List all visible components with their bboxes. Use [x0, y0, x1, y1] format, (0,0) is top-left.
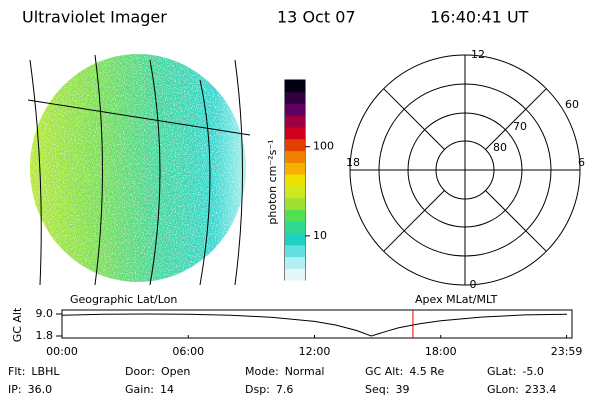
status-item: GLat: -5.0 [487, 365, 544, 378]
status-label: Dsp: [245, 383, 270, 396]
colorbar-step [285, 91, 305, 105]
status-value: 4.5 Re [409, 365, 444, 378]
status-value: -5.0 [522, 365, 543, 378]
colorbar-step [285, 256, 305, 269]
status-label: Flt: [8, 365, 25, 378]
instrument: Ultraviolet Imager [22, 8, 167, 27]
status-item: Door: Open [125, 365, 190, 378]
status: Flt: LBHL Door: Open Mode: Normal GC Alt: 4.5 R… [8, 365, 556, 396]
y-axis-label: GC Alt [11, 307, 24, 342]
status-value: Normal [285, 365, 325, 378]
x-tick-label: 23:59 [551, 345, 583, 358]
status-label: Seq: [365, 383, 389, 396]
status-value: 39 [395, 383, 409, 396]
status-item: Gain: 14 [125, 383, 174, 396]
timeline [61, 309, 573, 339]
status-item: Flt: LBHL [8, 365, 60, 378]
status-item: Dsp: 7.6 [245, 383, 293, 396]
timeline-left-label: Geographic Lat/Lon [70, 293, 177, 306]
status-label: GLat: [487, 365, 516, 378]
y-tick-label: 1.8 [36, 329, 54, 342]
altitude-curve [61, 313, 568, 337]
status-value: Open [161, 365, 190, 378]
colorbar-step [285, 138, 305, 152]
status-label: Mode: [245, 365, 279, 378]
x-tick-label: 12:00 [299, 345, 331, 358]
colorbar-step [285, 162, 305, 175]
colorbar-step [285, 174, 305, 187]
status-value: 36.0 [28, 383, 53, 396]
lat-label: 60 [565, 98, 579, 111]
status-label: Gain: [125, 383, 154, 396]
colorbar-tick-label: 100 [313, 140, 334, 153]
status-label: Door: [125, 365, 155, 378]
status-label: IP: [8, 383, 22, 396]
hour-label: 6 [578, 156, 585, 169]
status-label: GLon: [487, 383, 519, 396]
colorbar-step [285, 244, 305, 257]
lat-label: 70 [513, 120, 527, 133]
colorbar-label: photon cm⁻²s⁻¹ [266, 139, 279, 224]
colorbar-step [285, 232, 305, 246]
status-item: GLon: 233.4 [487, 383, 556, 396]
status-value: 233.4 [525, 383, 557, 396]
date: 13 Oct 07 [277, 8, 356, 27]
colorbar [284, 79, 306, 281]
x-tick-label: 18:00 [425, 345, 457, 358]
colorbar-step [285, 209, 305, 222]
colorbar-step [285, 268, 305, 281]
status-label: GC Alt: [365, 365, 403, 378]
colorbar-tick-label: 10 [313, 229, 327, 242]
y-tick-label: 9.0 [36, 307, 54, 320]
hour-label: 12 [471, 48, 485, 61]
polar-grid [349, 54, 581, 286]
colorbar-step [285, 197, 305, 210]
hour-label: 18 [346, 156, 360, 169]
x-tick-label: 06:00 [172, 345, 204, 358]
status-item: IP: 36.0 [8, 383, 52, 396]
colorbar-step [285, 115, 305, 128]
status-item: Seq: 39 [365, 383, 409, 396]
time: 16:40:41 UT [430, 8, 529, 27]
status-item: GC Alt: 4.5 Re [365, 365, 444, 378]
lat-label: 80 [493, 141, 507, 154]
colorbar-step [285, 103, 305, 116]
colorbar-step [285, 221, 305, 234]
colorbar-step [285, 127, 305, 140]
status-value: LBHL [31, 365, 60, 378]
colorbar-step [285, 185, 305, 199]
globe-image [27, 54, 251, 285]
colorbar-step [285, 150, 305, 163]
colorbar-step [285, 80, 305, 93]
hour-label: 0 [470, 278, 477, 291]
x-tick-label: 00:00 [46, 345, 78, 358]
timeline-right-label: Apex MLat/MLT [415, 293, 498, 306]
status-value: 7.6 [276, 383, 294, 396]
status-item: Mode: Normal [245, 365, 325, 378]
status-value: 14 [160, 383, 174, 396]
